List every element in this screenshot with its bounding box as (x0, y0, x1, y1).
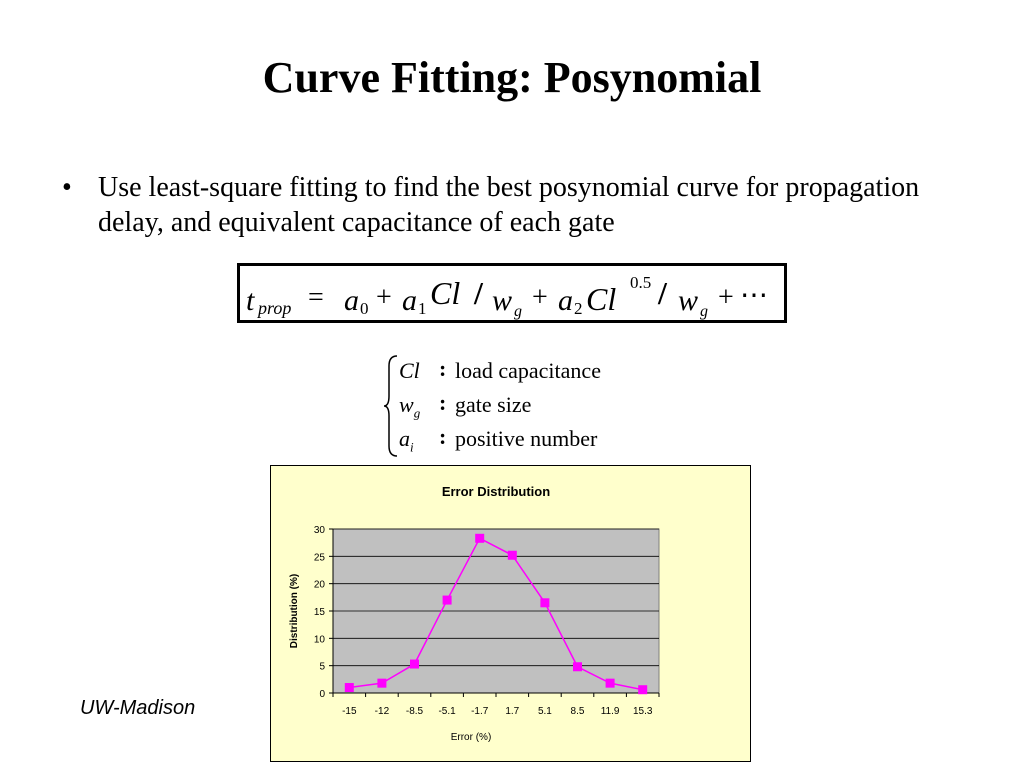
x-tick-label: 11.9 (601, 706, 620, 717)
data-point (540, 598, 550, 608)
formula-cl-2: Cl (586, 281, 616, 317)
error-distribution-chart: Error Distribution 0 5 10 15 20 25 30 -15 -12 -8.5… (270, 465, 751, 762)
definition-symbol: Cl (399, 358, 420, 383)
formula-slash-2: / (657, 275, 668, 311)
formula-a2: a (558, 284, 573, 317)
y-axis-label: Distribution (%) (289, 574, 300, 648)
definition-text: gate size (455, 392, 532, 417)
formula-box: t prop = a 0 + a 1 Cl / w g + a 2 Cl 0.5… (237, 263, 787, 323)
bullet-marker: • (62, 172, 72, 203)
formula-plus-2: + (532, 282, 548, 313)
y-tick-label: 25 (314, 552, 326, 563)
formula-w-1: w (492, 284, 512, 317)
data-point (475, 533, 485, 543)
variable-definitions: Cl : load capacitance wg : gate size ai … (383, 354, 683, 459)
footer-label: UW-Madison (80, 697, 196, 719)
definition-colon: : (439, 390, 447, 415)
y-tick-label: 5 (319, 662, 325, 673)
slide-title: Curve Fitting: Posynomial (262, 53, 762, 102)
formula-w-2: w (678, 284, 698, 317)
y-tick-label: 15 (314, 607, 326, 618)
chart-canvas: Error Distribution 0 5 10 15 20 25 30 -15 -12 -8.5… (289, 484, 660, 743)
x-tick-label: -12 (375, 706, 390, 717)
definition-text: positive number (455, 426, 598, 451)
bullet-text: Use least-square fitting to find the bes… (98, 172, 920, 238)
data-point (344, 683, 354, 693)
definition-symbol: wg (399, 392, 421, 421)
formula-equals: = (308, 282, 324, 313)
formula-t: t (246, 284, 255, 317)
x-axis-label: Error (%) (451, 732, 492, 743)
data-point (442, 595, 452, 605)
x-tick-label: 15.3 (633, 706, 653, 717)
data-point (573, 662, 582, 672)
data-point (410, 659, 419, 669)
data-point (507, 550, 517, 560)
formula-sub0: 0 (360, 299, 369, 318)
data-point (605, 678, 615, 688)
formula-plus-3: + (718, 282, 734, 313)
formula-sub1: 1 (418, 299, 427, 318)
y-tick-label: 10 (314, 634, 326, 645)
formula-a1: a (402, 284, 417, 317)
formula-exponent: 0.5 (630, 273, 651, 292)
formula-sub2: 2 (574, 299, 583, 318)
x-tick-label: -1.7 (471, 706, 489, 717)
y-tick-label: 20 (314, 580, 326, 591)
x-tick-label: -5.1 (438, 706, 456, 717)
definition-text: load capacitance (455, 358, 601, 383)
definition-colon: : (439, 356, 447, 381)
definition-colon: : (439, 424, 447, 449)
chart-title: Error Distribution (442, 484, 550, 499)
x-tick-label: 5.1 (538, 706, 552, 717)
data-point (377, 678, 387, 688)
x-tick-label: -8.5 (406, 706, 424, 717)
formula-slash-1: / (473, 275, 484, 311)
formula-ellipsis: ⋯ (740, 280, 768, 311)
formula-g-1: g (514, 303, 522, 320)
x-tick-label: 8.5 (571, 706, 585, 717)
formula-equation: t prop = a 0 + a 1 Cl / w g + a 2 Cl 0.5… (246, 273, 768, 320)
y-tick-label: 30 (314, 525, 326, 536)
formula-cl-1: Cl (430, 275, 460, 311)
data-point (638, 685, 648, 695)
curly-brace-icon (383, 355, 398, 457)
x-tick-label: 1.7 (505, 706, 519, 717)
formula-plus-1: + (376, 282, 392, 313)
definition-symbol: ai (399, 426, 414, 455)
formula-prop-subscript: prop (256, 298, 291, 318)
formula-a0: a (344, 284, 359, 317)
y-tick-label: 0 (319, 689, 325, 700)
formula-g-2: g (700, 303, 708, 320)
series-line (349, 537, 643, 691)
x-tick-label: -15 (342, 706, 357, 717)
